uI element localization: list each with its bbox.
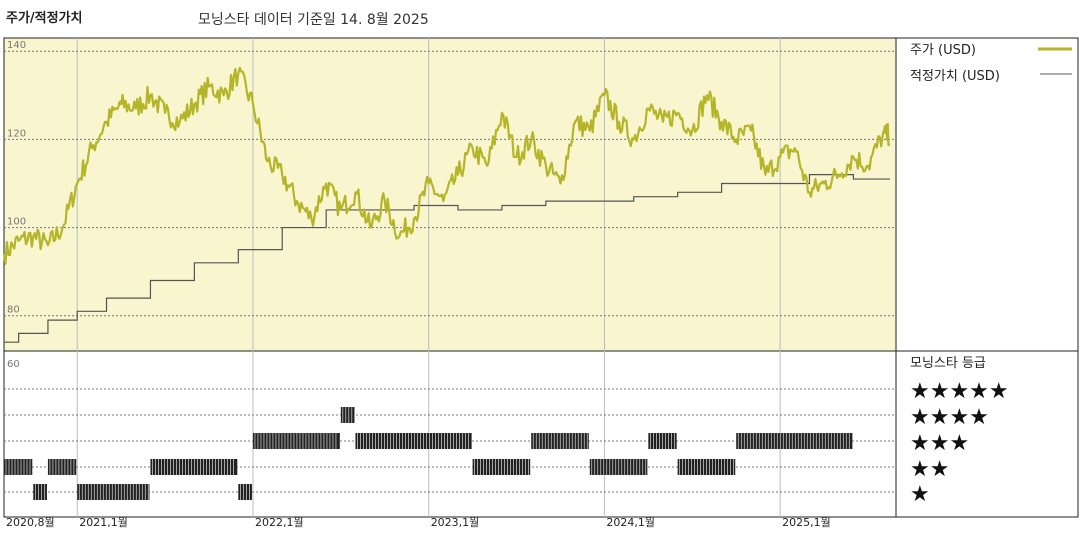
rating-segment [340,407,355,423]
legend-fair-value-label: 적정가치 (USD) [910,69,1000,84]
data-date-subtitle: 모닝스타 데이터 기준일 14. 8월 2025 [198,12,429,28]
x-tick-label: 2021,1월 [79,516,128,529]
rating-bars [4,407,853,500]
rating-bar [340,407,355,423]
rating-bar [355,433,472,449]
chart-title: 주가/적정가치 [6,11,83,26]
rating-segment [472,459,531,475]
rating-bar [238,484,252,500]
x-tick-label: 2024,1월 [606,516,655,529]
y-axis: 80 100 120 140 60 [7,40,26,370]
rating-segment [648,433,677,449]
price-series [2,66,891,265]
chart-frame [3,37,1079,518]
price-line [2,66,891,265]
rating-segment [677,459,736,475]
x-tick-label: 2025,1월 [782,516,831,529]
rating-segment [33,484,47,500]
x-tick-label: 2020,8월 [6,516,55,529]
star-legend-row: ★ [910,482,930,507]
x-tick-label: 2023,1월 [431,516,480,529]
y-tick-label: 100 [7,217,26,228]
rating-bar [33,484,47,500]
y-tick-label: 60 [7,359,20,370]
legend-rating-title: 모닝스타 등급 [910,356,986,371]
rating-segment [736,433,853,449]
x-axis: 2020,8월 2021,1월 2022,1월 2023,1월 2024,1월 2025,… [6,516,831,529]
rating-segment [4,459,33,475]
rating-bar [736,433,853,449]
star-legend-row: ★★★★ [910,405,989,430]
rating-segment [589,459,648,475]
price-panel-background [4,38,896,351]
rating-segment [47,459,77,475]
y-tick-label: 80 [7,305,20,316]
fair-value-line [4,174,890,343]
rating-segment [238,484,252,500]
rating-bar [77,484,150,500]
fair-value-series [4,174,890,343]
legend-price-label: 주가 (USD) [910,43,976,58]
rating-segment [77,484,150,500]
star-legend-row: ★★★★★ [910,379,1009,404]
x-tick-label: 2022,1월 [255,516,304,529]
y-tick-label: 140 [7,40,26,51]
rating-segment [252,433,340,449]
star-rating-legend: ★★★★★★★★★★★★★★★ [910,379,1009,507]
y-tick-label: 120 [7,128,26,139]
rating-segment [355,433,472,449]
star-legend-row: ★★ [910,457,949,482]
rating-segment [150,459,238,475]
rating-segment [531,433,589,449]
star-legend-row: ★★★ [910,431,969,456]
